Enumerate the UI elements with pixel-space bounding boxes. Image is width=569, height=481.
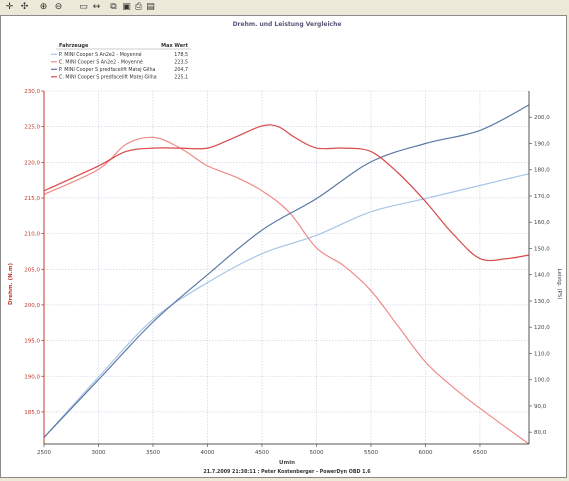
x-tick-label: 4500 xyxy=(255,450,269,456)
series-line-4 xyxy=(43,124,530,262)
x-axis-label: Umin xyxy=(279,460,295,466)
legend: Fahrzeuge Max Wert P. MINI Cooper S An2e… xyxy=(51,43,191,81)
right-tick-label: 180,0 xyxy=(534,168,550,174)
plot-area xyxy=(44,91,529,444)
legend-series-name: C. MINI Cooper S An2e2 - Moyenné xyxy=(59,59,143,66)
legend-header-vehicle: Fahrzeuge xyxy=(59,43,89,49)
right-tick-label: 150,0 xyxy=(534,246,550,252)
right-tick-label: 140,0 xyxy=(534,273,550,279)
left-tick-label: 200,0 xyxy=(24,303,40,309)
legend-series-max: 223,5 xyxy=(174,60,188,66)
dyno-chart: Drehm. und Leistung Vergleiche Fahrzeuge… xyxy=(8,21,562,475)
left-tick-label: 195,0 xyxy=(24,339,40,345)
pan-icon[interactable]: ↔ xyxy=(92,2,101,12)
x-tick-label: 4000 xyxy=(200,450,214,456)
left-tick-label: 185,0 xyxy=(24,410,40,416)
right-tick-label: 80,0 xyxy=(534,430,547,436)
chart-footer: 21.7.2009 21:38:11 : Peter Kostenberger … xyxy=(203,469,371,475)
x-tick-label: 3500 xyxy=(146,450,160,456)
x-tick-label: 6000 xyxy=(418,450,432,456)
right-tick-label: 200,0 xyxy=(534,115,550,121)
x-tick-label: 5500 xyxy=(364,450,378,456)
right-tick-label: 130,0 xyxy=(534,299,550,305)
chart-panel: Drehm. und Leistung Vergleiche Fahrzeuge… xyxy=(0,15,567,478)
series-line-1 xyxy=(43,173,530,438)
legend-header-max: Max Wert xyxy=(161,43,189,49)
left-tick-label: 225,0 xyxy=(24,125,40,131)
x-tick-label: 5000 xyxy=(309,450,323,456)
left-tick-label: 205,0 xyxy=(24,267,40,273)
legend-series-max: 178,5 xyxy=(174,52,188,58)
left-tick-label: 215,0 xyxy=(24,196,40,202)
right-tick-label: 100,0 xyxy=(534,378,550,384)
legend-series-max: 204,7 xyxy=(174,67,188,73)
chart-toolbar: ✛ ✣ ⊕ ⊖ ▭ ↔ ⧉ ▣ ⎙ ▤ xyxy=(0,0,569,15)
x-tick-label: 2500 xyxy=(37,450,51,456)
left-tick-label: 230,0 xyxy=(24,89,40,95)
legend-series-name: P. MINI Cooper S An2e2 - Moyenné xyxy=(59,51,142,58)
legend-series-max: 225,1 xyxy=(174,75,188,81)
x-tick-label: 3000 xyxy=(91,450,105,456)
right-tick-label: 110,0 xyxy=(534,351,550,357)
left-axis-label: Drehm. (N.m) xyxy=(8,262,14,305)
left-tick-label: 220,0 xyxy=(24,160,40,166)
zoom-in-icon[interactable]: ⊕ xyxy=(39,2,48,12)
right-axis-label: Leistg. (PS) xyxy=(556,269,562,300)
left-tick-label: 210,0 xyxy=(24,232,40,238)
series-line-3 xyxy=(43,104,530,438)
left-tick-label: 190,0 xyxy=(24,374,40,380)
chart-title: Drehm. und Leistung Vergleiche xyxy=(233,21,342,28)
legend-series-name: P. MINI Cooper S predfacelift Matej Gilh… xyxy=(59,67,156,73)
right-tick-label: 190,0 xyxy=(534,141,550,147)
series-line-2 xyxy=(43,136,530,445)
legend-series-name: C. MINI Cooper S predfacelift Matej Gilh… xyxy=(59,75,157,81)
save-icon[interactable]: ▣ xyxy=(122,2,131,12)
right-tick-label: 90,0 xyxy=(534,404,547,410)
zoom-out-icon[interactable]: ⊖ xyxy=(54,2,63,12)
export-icon[interactable]: ▤ xyxy=(146,2,155,12)
copy-icon[interactable]: ⧉ xyxy=(110,2,117,12)
right-tick-label: 160,0 xyxy=(534,220,550,226)
right-tick-label: 120,0 xyxy=(534,325,550,331)
plus-cursor-icon[interactable]: ✛ xyxy=(5,2,14,12)
zoom-to-point-icon[interactable]: ✣ xyxy=(20,2,29,12)
print-icon[interactable]: ⎙ xyxy=(134,2,143,12)
right-tick-label: 170,0 xyxy=(534,194,550,200)
x-tick-label: 6500 xyxy=(473,450,487,456)
select-region-icon[interactable]: ▭ xyxy=(79,2,88,12)
